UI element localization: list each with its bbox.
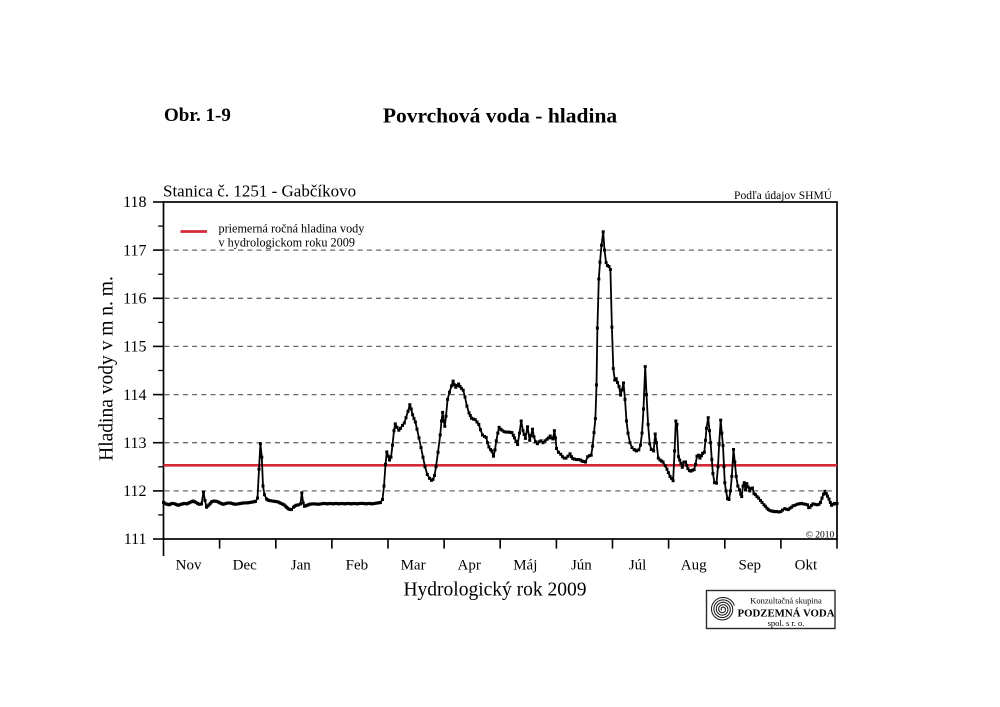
- svg-text:Apr: Apr: [458, 558, 481, 574]
- svg-text:113: 113: [123, 435, 146, 452]
- svg-text:Dec: Dec: [233, 558, 257, 574]
- svg-text:Júl: Júl: [629, 558, 647, 574]
- svg-text:PODZEMNÁ VODA: PODZEMNÁ VODA: [737, 608, 834, 620]
- svg-text:spol. s r. o.: spol. s r. o.: [768, 618, 805, 628]
- svg-text:Podľa údajov SHMÚ: Podľa údajov SHMÚ: [734, 188, 833, 202]
- svg-text:118: 118: [123, 194, 146, 211]
- svg-text:Aug: Aug: [681, 558, 707, 574]
- svg-text:Feb: Feb: [346, 558, 369, 574]
- svg-text:117: 117: [123, 242, 146, 259]
- svg-text:115: 115: [123, 339, 146, 356]
- svg-text:Stanica č. 1251 - Gabčíkovo: Stanica č. 1251 - Gabčíkovo: [163, 182, 356, 201]
- svg-text:Obr. 1-9: Obr. 1-9: [164, 105, 231, 126]
- svg-text:Povrchová voda - hladina: Povrchová voda - hladina: [383, 104, 618, 128]
- svg-text:Máj: Máj: [513, 558, 537, 574]
- svg-text:Hydrologický rok 2009: Hydrologický rok 2009: [403, 580, 586, 601]
- svg-text:© 2010: © 2010: [806, 529, 835, 540]
- svg-text:Sep: Sep: [739, 558, 762, 574]
- svg-text:v hydrologickom roku 2009: v hydrologickom roku 2009: [219, 236, 355, 250]
- svg-text:111: 111: [124, 531, 147, 548]
- svg-text:Konzultačná skupina: Konzultačná skupina: [750, 596, 822, 606]
- svg-text:Nov: Nov: [176, 558, 202, 574]
- svg-text:112: 112: [123, 483, 146, 500]
- svg-text:priemerná ročná hladina vody: priemerná ročná hladina vody: [219, 222, 366, 236]
- svg-text:116: 116: [123, 291, 146, 308]
- svg-text:114: 114: [123, 387, 146, 404]
- svg-text:Jún: Jún: [571, 558, 592, 574]
- svg-text:Okt: Okt: [795, 558, 818, 574]
- svg-text:Jan: Jan: [291, 558, 311, 574]
- svg-text:Mar: Mar: [401, 558, 426, 574]
- svg-text:Hladina vody v m n. m.: Hladina vody v m n. m.: [97, 276, 118, 461]
